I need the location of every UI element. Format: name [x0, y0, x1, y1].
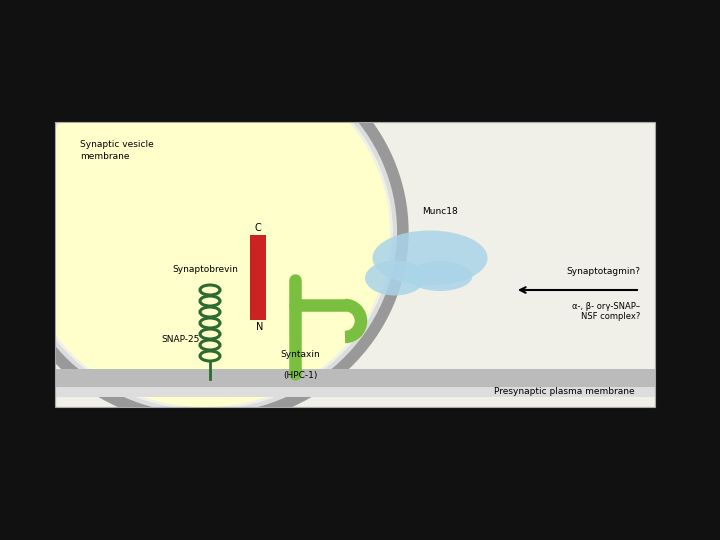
FancyBboxPatch shape [55, 122, 655, 407]
FancyBboxPatch shape [0, 122, 55, 412]
Text: (HPC-1): (HPC-1) [283, 371, 318, 380]
Ellipse shape [365, 260, 425, 295]
Text: NSF complex?: NSF complex? [580, 312, 640, 321]
FancyBboxPatch shape [655, 122, 720, 412]
Text: Presynaptic plasma membrane: Presynaptic plasma membrane [495, 387, 635, 395]
Text: membrane: membrane [80, 152, 130, 161]
Text: Synaptic vesicle: Synaptic vesicle [80, 140, 154, 149]
FancyBboxPatch shape [0, 0, 720, 122]
Text: идентифицирован белок Munc18-1 как компонент слияния,также в: идентифицирован белок Munc18-1 как компо… [30, 453, 521, 466]
Text: Synaptotagmin?: Synaptotagmin? [566, 267, 640, 276]
Ellipse shape [408, 261, 472, 291]
FancyBboxPatch shape [55, 369, 655, 387]
Text: Synaptobrevin: Synaptobrevin [172, 266, 238, 274]
Text: SNARE-SM-: SNARE-SM- [30, 419, 114, 432]
Text: белковый комплекс, который является посредником: белковый комплекс, который является поср… [102, 419, 476, 432]
Text: C: C [255, 223, 261, 233]
Text: α-, β- orγ-SNAP–: α-, β- orγ-SNAP– [572, 302, 640, 311]
Text: A molecular machine for neurotransmitter release:: A molecular machine for neurotransmitter… [42, 14, 486, 32]
Text: Syntaxin: Syntaxin [280, 350, 320, 359]
Text: SNAP-25: SNAP-25 [161, 335, 200, 345]
Text: Thomas C Südhof: Thomas C Südhof [18, 75, 194, 93]
Text: N: N [256, 322, 264, 332]
FancyBboxPatch shape [0, 407, 720, 540]
Ellipse shape [20, 57, 390, 407]
Text: этом процессе участвует синаптобревин, SNAP-25 и синтаксин: этом процессе участвует синаптобревин, S… [30, 470, 489, 483]
Ellipse shape [372, 231, 487, 286]
FancyBboxPatch shape [55, 387, 655, 397]
Text: Munc18: Munc18 [422, 207, 458, 216]
Text: слияния синаптических пузырьков. Первоначально был: слияния синаптических пузырьков. Первона… [30, 436, 439, 449]
FancyBboxPatch shape [250, 235, 266, 320]
Text: synaptotagmin and beyond: synaptotagmin and beyond [42, 38, 282, 56]
